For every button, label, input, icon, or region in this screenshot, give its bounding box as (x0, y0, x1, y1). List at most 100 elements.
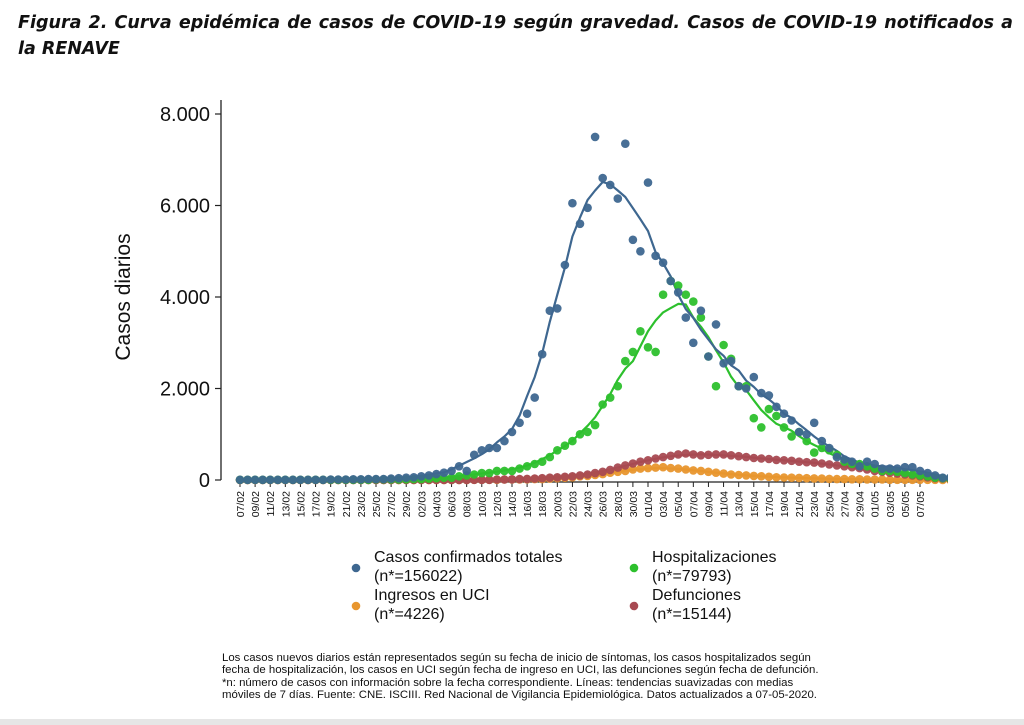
data-point (764, 404, 774, 414)
data-point (454, 472, 464, 481)
data-point (590, 420, 600, 430)
data-point (432, 469, 441, 479)
data-point (840, 455, 849, 464)
chart-panel: 0 2.000 4.000 6.000 8.000 Casos diarios 07/02 0… (86, 74, 985, 719)
data-point (741, 452, 751, 462)
data-point (915, 466, 925, 476)
data-point (507, 427, 517, 437)
x-tick-label: 07/02 (235, 491, 247, 517)
data-point (779, 456, 789, 465)
data-point (296, 475, 305, 485)
data-point (673, 464, 683, 473)
data-point (885, 475, 895, 485)
data-point (900, 468, 910, 478)
data-point (787, 473, 796, 483)
data-point (817, 443, 827, 453)
data-point (908, 470, 917, 479)
data-point (553, 304, 562, 313)
data-point (485, 443, 494, 453)
data-point (704, 450, 713, 460)
data-point (439, 468, 449, 478)
data-point (636, 457, 645, 467)
legend-count: (n*=79793) (652, 568, 732, 585)
data-point (704, 352, 713, 361)
data-point (704, 467, 713, 477)
data-point (885, 464, 895, 473)
data-point (575, 219, 585, 229)
data-point (787, 456, 796, 466)
x-tick-label: 21/02 (341, 491, 353, 517)
data-point (371, 474, 381, 484)
data-point (726, 470, 736, 479)
data-point (598, 400, 607, 409)
data-point (658, 462, 668, 472)
data-point (666, 463, 675, 473)
data-point (235, 475, 245, 485)
x-tick-label: 15/02 (295, 491, 307, 517)
legend-label: Ingresos en UCI (374, 587, 490, 604)
data-point (734, 451, 743, 461)
data-point (681, 313, 691, 322)
x-tick-label: 09/04 (703, 491, 715, 517)
chart-marks (235, 132, 985, 485)
data-point (258, 475, 267, 485)
data-point (749, 453, 759, 463)
data-point (787, 432, 796, 441)
data-point (726, 451, 736, 460)
y-tick-label: 8.000 (160, 104, 210, 126)
x-tick-label: 07/04 (688, 491, 700, 517)
data-point (658, 258, 668, 267)
data-point (477, 475, 487, 485)
data-point (628, 465, 638, 474)
data-point (855, 462, 864, 471)
data-point (530, 393, 539, 402)
data-point (568, 436, 577, 446)
data-point (590, 468, 600, 478)
data-point (809, 418, 819, 428)
data-point (349, 475, 358, 484)
data-point (711, 320, 721, 329)
y-axis-label: Casos diarios (112, 233, 135, 360)
data-point (719, 340, 728, 350)
data-point (651, 454, 660, 463)
x-tick-label: 24/03 (583, 491, 595, 517)
data-point (772, 411, 781, 421)
y-tick-label: 4.000 (160, 287, 210, 309)
data-point (757, 388, 766, 398)
data-point (772, 473, 781, 482)
data-point (719, 359, 728, 368)
data-point (893, 464, 902, 473)
data-point (658, 452, 668, 462)
data-point (734, 381, 743, 391)
data-point (507, 466, 517, 476)
data-point (621, 356, 630, 366)
x-tick-label: 25/02 (371, 491, 383, 517)
data-point (356, 475, 366, 484)
data-point (537, 349, 547, 359)
x-tick-label: 26/03 (598, 491, 610, 517)
data-point (530, 459, 539, 469)
data-point (764, 391, 774, 400)
data-point (333, 475, 343, 484)
legend-count: (n*=4226) (374, 606, 445, 623)
data-point (719, 469, 728, 478)
footnote-line: móviles de 7 días. Fuente: CNE. ISCIII. … (222, 689, 817, 702)
legend-marker (629, 563, 639, 573)
data-point (817, 459, 827, 468)
data-point (454, 462, 464, 471)
chart-legend: Casos confirmados totales (n*=156022) Hosp… (351, 549, 777, 623)
data-point (409, 473, 419, 482)
data-point (689, 297, 698, 306)
data-point (817, 474, 827, 483)
data-point (840, 474, 849, 484)
data-point (651, 463, 660, 472)
data-point (809, 458, 819, 467)
data-point (689, 466, 698, 475)
data-point (613, 194, 623, 203)
data-point (809, 474, 819, 483)
data-point (832, 452, 842, 462)
data-point (696, 306, 706, 315)
data-point (417, 472, 426, 481)
data-point (689, 338, 698, 348)
data-point (522, 462, 532, 471)
